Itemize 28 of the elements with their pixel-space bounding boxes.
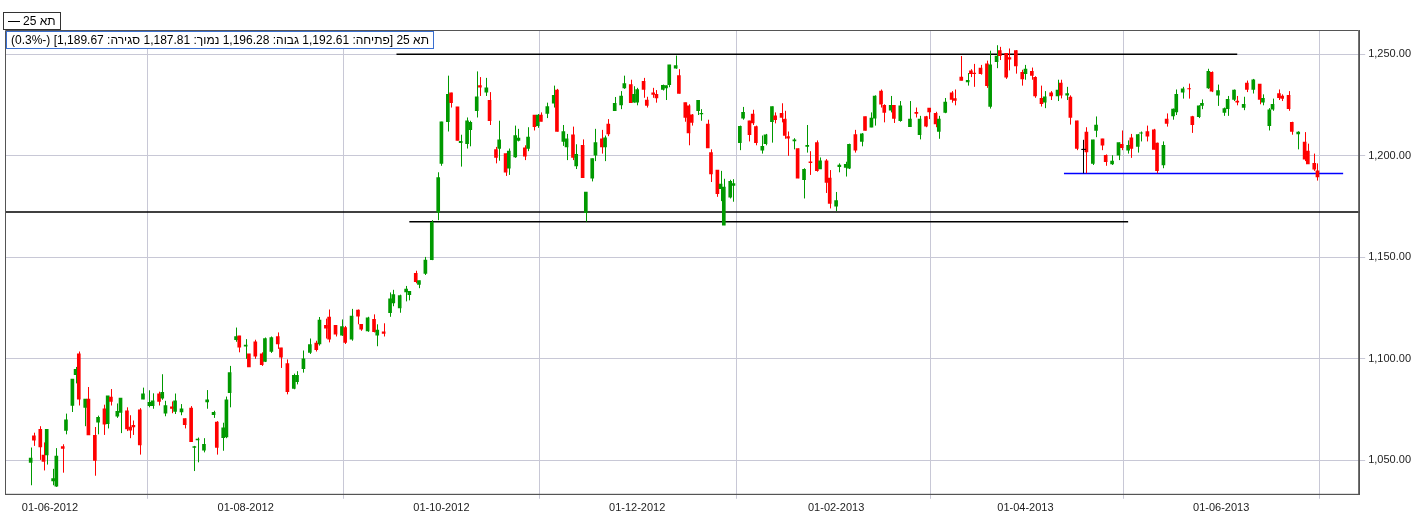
y-tick-label: 1,050.00: [1368, 453, 1412, 466]
candlestick: [478, 76, 482, 97]
candlestick: [455, 106, 460, 141]
candlestick: [863, 116, 867, 131]
candlestick: [959, 55, 964, 81]
candlestick: [192, 445, 197, 472]
y-tick-label: 1,250.00: [1368, 47, 1412, 60]
candlestick: [651, 87, 656, 99]
x-tick-label: 01-10-2012: [413, 501, 470, 514]
y-tick-label: 1,150.00: [1368, 250, 1412, 263]
x-tick-label: 01-02-2013: [807, 501, 865, 514]
candlestick: [795, 148, 800, 179]
candlestick: [115, 402, 120, 419]
x-tick-label: 01-06-2012: [21, 501, 79, 514]
candlestick: [359, 323, 364, 332]
y-tick-label: 1,200.00: [1368, 148, 1412, 161]
x-tick-label: 01-08-2012: [217, 501, 274, 514]
candlestick: [805, 124, 810, 154]
y-tick-label: 1,100.00: [1368, 351, 1412, 364]
x-tick-label: 01-06-2013: [1193, 501, 1250, 514]
x-tick-label: 01-12-2012: [609, 501, 666, 514]
candlestick: [60, 443, 65, 474]
candlestick: [247, 353, 251, 368]
text: תא 25: [23, 14, 56, 28]
chart-subtitle: תא 25 [פתיחה: 1,192.61 גבוה: 1,196.28 נמוך: 1,187.81 סגירה: 1,189.67] (-0.3%): [6, 31, 434, 49]
x-tick-label: 01-04-2013: [997, 501, 1054, 514]
candlestick: [953, 88, 957, 106]
candlestick: [834, 191, 838, 212]
